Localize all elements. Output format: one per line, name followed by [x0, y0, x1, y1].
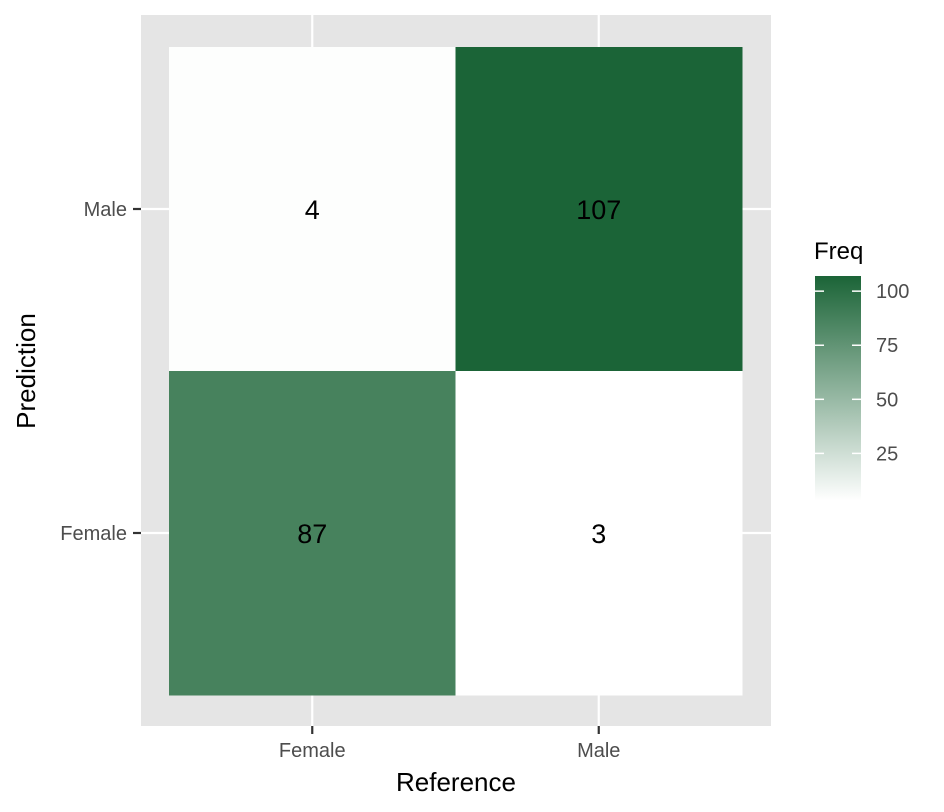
legend-label-25: 25: [876, 443, 898, 465]
cell-value-labels: 4 107 87 3: [297, 195, 621, 549]
y-axis: Female Male: [60, 199, 141, 545]
legend-label-100: 100: [876, 281, 909, 303]
cell-label-male-male: 107: [576, 195, 621, 225]
cell-male-male: [455, 47, 743, 372]
x-axis-title: Reference: [396, 767, 516, 797]
x-axis: Female Male: [279, 726, 620, 762]
cell-female-male: [455, 371, 743, 696]
cell-female-female: [169, 371, 456, 696]
x-tick-label-female: Female: [279, 740, 346, 762]
cell-label-female-female: 87: [297, 519, 327, 549]
legend-label-50: 50: [876, 389, 898, 411]
heatmap-cells: [169, 47, 743, 696]
legend-label-75: 75: [876, 335, 898, 357]
y-tick-label-male: Male: [84, 199, 127, 221]
legend-ticks: 25 50 75 100: [815, 281, 909, 465]
legend-title: Freq: [814, 238, 863, 265]
y-axis-title: Prediction: [11, 313, 41, 429]
y-tick-label-female: Female: [60, 523, 127, 545]
cell-label-male-female: 4: [305, 195, 320, 225]
legend-colorbar: [815, 276, 861, 501]
legend: Freq 25 50 75 100: [814, 238, 909, 501]
x-tick-label-male: Male: [577, 740, 620, 762]
cell-label-female-male: 3: [591, 519, 606, 549]
cell-male-female: [169, 47, 456, 372]
